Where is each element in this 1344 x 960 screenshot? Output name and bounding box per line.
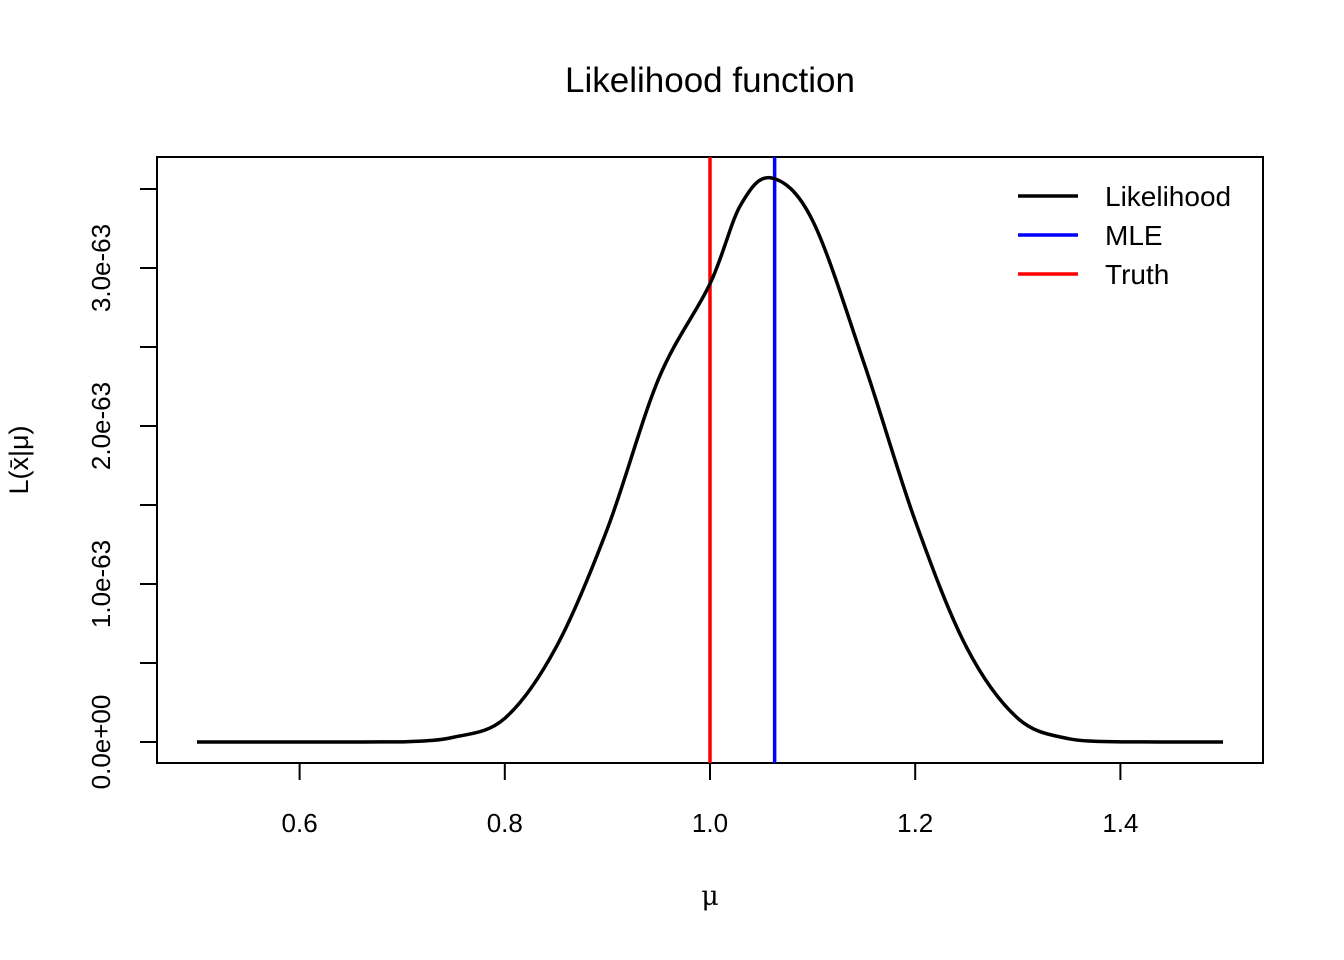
x-tick-label: 1.2	[897, 808, 933, 838]
y-tick-label: 0.0e+00	[86, 695, 116, 790]
y-axis: 0.0e+00 1.0e-63 2.0e-63 3.0e-63	[86, 188, 157, 790]
x-tick-label: 0.6	[282, 808, 318, 838]
x-tick-label: 1.0	[692, 808, 728, 838]
y-tick-label: 1.0e-63	[86, 540, 116, 628]
y-axis-title: L(x̄|μ)	[4, 425, 34, 494]
x-tick-label: 1.4	[1102, 808, 1138, 838]
vertical-lines	[708, 157, 777, 763]
x-axis-title: μ	[701, 881, 719, 912]
likelihood-curve	[196, 175, 1223, 744]
series-group	[196, 175, 1223, 744]
legend-label: Truth	[1105, 259, 1169, 290]
legend-label: MLE	[1105, 220, 1163, 251]
y-tick-label: 3.0e-63	[86, 224, 116, 312]
x-tick-label: 0.8	[487, 808, 523, 838]
chart-title: Likelihood function	[565, 61, 855, 100]
y-tick-label: 2.0e-63	[86, 382, 116, 470]
x-axis: 0.6 0.8 1.0 1.2 1.4	[282, 763, 1138, 838]
legend: Likelihood MLE Truth	[1018, 181, 1231, 290]
legend-label: Likelihood	[1105, 181, 1231, 212]
